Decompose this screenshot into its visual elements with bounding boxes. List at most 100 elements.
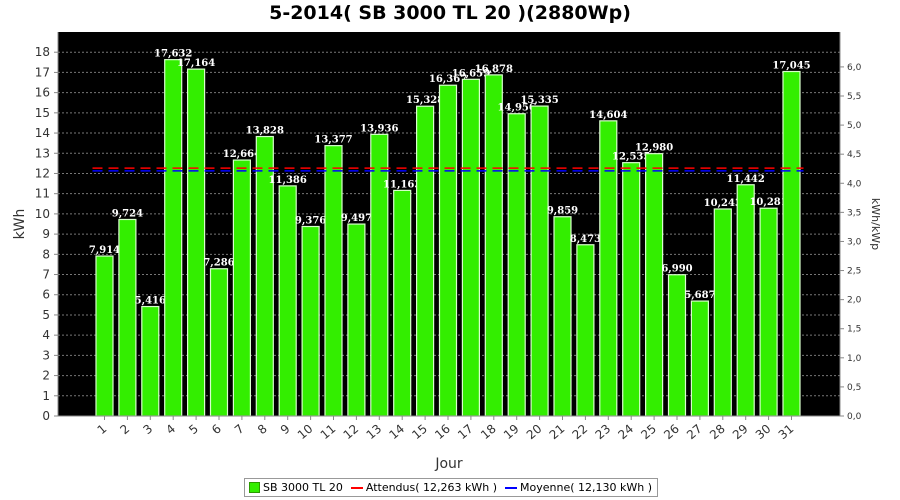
bar-value-label: 17,164	[177, 58, 215, 69]
legend-label-series: SB 3000 TL 20	[263, 481, 343, 494]
y-tick-label: 13	[35, 146, 50, 160]
bar	[759, 207, 778, 417]
bar	[713, 208, 732, 417]
bar-value-label: 5,687	[684, 290, 715, 301]
x-tick-label: 1	[95, 422, 110, 438]
y2-tick-label: 1,0	[847, 354, 862, 364]
bar	[438, 84, 458, 417]
y-axis-title: kWh	[12, 209, 28, 240]
bar	[461, 78, 480, 417]
bar	[599, 120, 618, 417]
bar-value-label: 16,878	[475, 64, 513, 75]
y-tick-label: 4	[42, 328, 50, 342]
y-tick-label: 14	[35, 126, 50, 140]
x-tick-label: 13	[364, 422, 385, 443]
x-tick-label: 28	[707, 422, 728, 443]
x-tick-label: 12	[341, 422, 362, 443]
x-tick-label: 29	[730, 422, 751, 443]
bar	[416, 105, 435, 417]
bar	[484, 74, 503, 417]
legend-item-attendus: Attendus( 12,263 kWh )	[350, 481, 498, 494]
x-tick-label: 4	[163, 422, 178, 438]
bar-value-label: 9,497	[341, 213, 372, 224]
bar	[141, 305, 160, 417]
x-tick-label: 21	[547, 422, 568, 443]
legend-swatch-series	[249, 482, 260, 493]
y2-tick-label: 3,5	[847, 208, 861, 218]
legend-swatch-moyenne	[505, 486, 518, 489]
bar-value-label: 10,281	[749, 197, 787, 208]
bar-value-label: 9,724	[112, 208, 143, 219]
legend-label-moyenne: Moyenne( 12,130 kWh )	[520, 481, 653, 494]
bar	[95, 255, 114, 417]
bar-value-label: 13,936	[360, 123, 398, 134]
y-tick-label: 5	[42, 308, 50, 322]
x-tick-label: 24	[615, 422, 636, 443]
bar-value-label: 7,286	[203, 258, 234, 269]
y-tick-label: 2	[42, 369, 50, 383]
y2-tick-label: 5,0	[847, 121, 862, 131]
x-tick-label: 30	[753, 422, 774, 443]
y2-tick-label: 1,5	[847, 325, 861, 335]
bar	[370, 133, 389, 417]
legend: SB 3000 TL 20 Attendus( 12,263 kWh ) Moy…	[244, 478, 658, 497]
y-tick-label: 1	[42, 389, 50, 403]
x-tick-label: 9	[278, 422, 293, 438]
bar-value-label: 11,386	[269, 175, 307, 186]
x-tick-label: 2	[117, 422, 132, 438]
bar-value-label: 12,535	[612, 152, 650, 163]
bar-value-label: 5,416	[135, 296, 166, 307]
bar-value-label: 16,367	[429, 74, 467, 85]
y-tick-label: 11	[35, 187, 50, 201]
bar	[164, 59, 183, 417]
y-tick-label: 9	[42, 227, 50, 241]
bar-value-label: 11,163	[383, 179, 421, 190]
bar	[507, 113, 526, 417]
legend-item-series: SB 3000 TL 20	[249, 481, 343, 494]
bar	[622, 162, 641, 417]
bar	[393, 189, 412, 417]
x-axis-title: Jour	[434, 456, 463, 472]
x-tick-label: 11	[318, 422, 339, 443]
legend-label-attendus: Attendus( 12,263 kWh )	[365, 481, 498, 494]
x-tick-label: 5	[186, 422, 201, 438]
x-tick-label: 15	[409, 422, 430, 443]
x-tick-label: 23	[593, 422, 614, 443]
bar-value-label: 17,045	[772, 61, 810, 72]
y2-tick-label: 0,5	[847, 383, 861, 393]
y-tick-label: 8	[42, 247, 50, 261]
bar-value-label: 11,442	[727, 174, 765, 185]
y2-tick-label: 3,0	[847, 237, 862, 247]
bar-value-label: 9,859	[547, 206, 578, 217]
bar	[301, 225, 320, 417]
x-tick-label: 10	[295, 422, 316, 443]
bar-value-label: 17,632	[154, 49, 192, 60]
x-tick-label: 20	[524, 422, 545, 443]
y-tick-label: 15	[35, 106, 50, 120]
bar	[232, 159, 251, 417]
bar-value-label: 7,914	[89, 245, 120, 256]
x-tick-label: 18	[478, 422, 499, 443]
bar	[530, 105, 549, 417]
y-tick-label: 6	[42, 288, 50, 302]
y2-tick-label: 4,5	[847, 150, 861, 160]
y-tick-label: 7	[42, 268, 50, 282]
x-tick-label: 7	[232, 422, 247, 438]
bar-value-label: 12,980	[635, 143, 673, 154]
y2-tick-label: 5,5	[847, 92, 861, 102]
y2-tick-label: 2,0	[847, 296, 862, 306]
bar	[576, 244, 595, 417]
bar	[690, 300, 710, 417]
y-tick-label: 17	[35, 65, 50, 79]
y-tick-label: 3	[42, 348, 50, 362]
bar-value-label: 10,243	[704, 198, 742, 209]
x-tick-label: 26	[661, 422, 682, 443]
y2-tick-label: 2,5	[847, 267, 861, 277]
bar-value-label: 8,473	[570, 234, 601, 245]
x-tick-label: 17	[455, 422, 476, 443]
legend-item-moyenne: Moyenne( 12,130 kWh )	[505, 481, 652, 494]
bar-value-label: 16,659	[452, 68, 490, 79]
y-tick-label: 10	[35, 207, 50, 221]
bar	[667, 274, 687, 417]
bar	[644, 153, 664, 417]
